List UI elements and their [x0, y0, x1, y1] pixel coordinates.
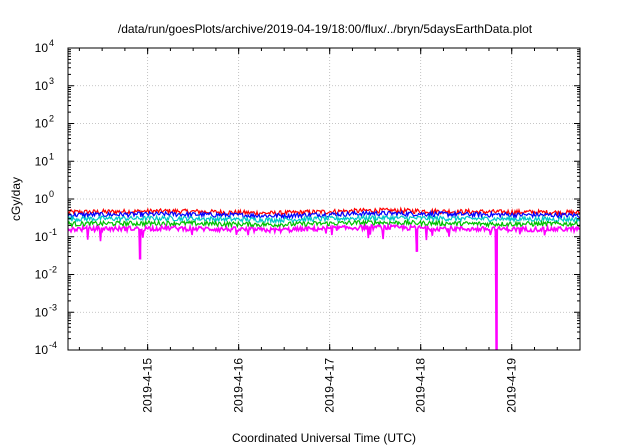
y-axis-label: cGy/day	[9, 177, 23, 221]
x-axis-ticks: 2019-4-15 2019-4-16 2019-4-17 2019-4-18 2019…	[78, 48, 581, 413]
y-tick-exponent: 2	[49, 114, 54, 124]
y-tick-label: 10	[35, 192, 49, 206]
y-tick-label: 10	[35, 79, 49, 93]
y-tick-exponent: -1	[49, 227, 57, 237]
y-tick-label: 10	[35, 41, 49, 55]
x-tick-label: 2019-4-17	[323, 358, 337, 413]
y-tick-exponent: 3	[49, 76, 54, 86]
x-tick-label: 2019-4-18	[414, 358, 428, 413]
series-line	[67, 209, 581, 220]
series-line	[67, 206, 581, 218]
series-line	[67, 222, 581, 351]
x-tick-label: 2019-4-16	[232, 358, 246, 413]
x-tick-label: 2019-4-15	[141, 358, 155, 413]
grid-lines	[68, 48, 580, 350]
y-tick-exponent: 1	[49, 151, 54, 161]
series-line	[67, 218, 581, 229]
chart-title: /data/run/goesPlots/archive/2019-04-19/1…	[118, 22, 533, 36]
y-tick-exponent: -2	[49, 265, 57, 275]
y-tick-exponent: 0	[49, 189, 54, 199]
x-tick-label: 2019-4-19	[505, 358, 519, 413]
y-tick-exponent: 4	[49, 38, 54, 48]
y-tick-exponent: -4	[49, 340, 57, 350]
y-tick-exponent: -3	[49, 302, 57, 312]
series-line	[67, 213, 581, 225]
y-tick-label: 10	[35, 268, 49, 282]
y-tick-label: 10	[35, 230, 49, 244]
y-tick-label: 10	[35, 343, 49, 357]
series-group	[67, 206, 581, 351]
y-tick-label: 10	[35, 154, 49, 168]
y-tick-label: 10	[35, 305, 49, 319]
x-axis-label: Coordinated Universal Time (UTC)	[232, 431, 416, 445]
y-tick-label: 10	[35, 117, 49, 131]
